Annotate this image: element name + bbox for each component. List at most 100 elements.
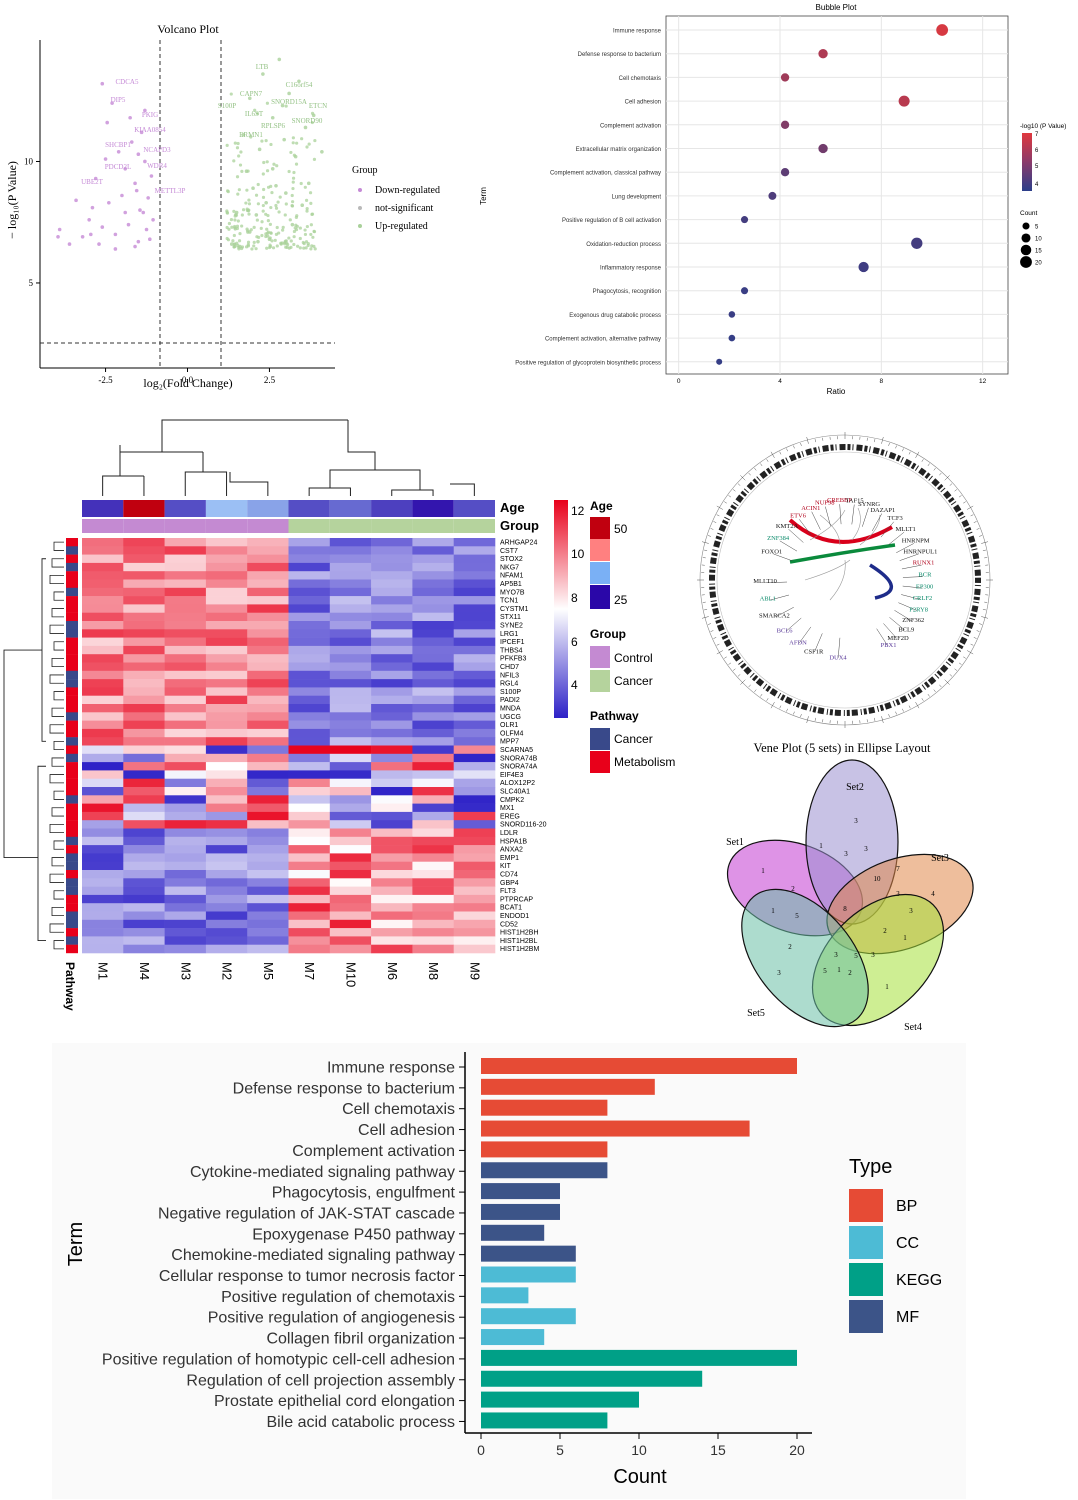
heatmap-cell bbox=[82, 612, 124, 622]
circos-gene-label: BCL6 bbox=[777, 627, 794, 634]
bar-legend-title: Type bbox=[849, 1156, 892, 1178]
heatmap-pathway-cell bbox=[66, 861, 78, 871]
group-legend-title: Group bbox=[590, 627, 626, 641]
heatmap-gene-label: STOX2 bbox=[500, 556, 523, 563]
venn-set-label: Set1 bbox=[726, 837, 744, 848]
volcano-point bbox=[298, 236, 302, 241]
volcano-point bbox=[144, 227, 149, 232]
heatmap-gene-label: UGCG bbox=[500, 714, 521, 721]
heatmap-cell bbox=[247, 853, 289, 862]
heatmap-cell bbox=[453, 853, 496, 862]
bar bbox=[481, 1141, 608, 1158]
circos-tick bbox=[793, 445, 795, 449]
heatmap-cell bbox=[247, 728, 289, 738]
volcano-point bbox=[302, 246, 306, 250]
heatmap-cell bbox=[247, 662, 289, 672]
volcano-point bbox=[129, 140, 134, 144]
heatmap-gene-label: OLR1 bbox=[500, 722, 518, 729]
volcano-xtick-label: 0.0 bbox=[182, 375, 194, 385]
heatmap-cell bbox=[453, 538, 496, 547]
volcano-point bbox=[133, 181, 137, 186]
venn-region-count: 2 bbox=[788, 943, 792, 951]
heatmap-color-scale bbox=[554, 500, 568, 718]
circos-gene-tick bbox=[896, 543, 914, 553]
volcano-point bbox=[287, 246, 291, 250]
heatmap-cell bbox=[288, 870, 331, 879]
bar-legend-swatch bbox=[849, 1300, 883, 1333]
volcano-point bbox=[260, 233, 264, 238]
volcano-point bbox=[296, 244, 300, 248]
volcano-point bbox=[89, 232, 93, 237]
bar-category-label: Positive regulation of chemotaxis bbox=[221, 1289, 455, 1306]
bubble-color-tick: 7 bbox=[1035, 132, 1039, 138]
heatmap-cell bbox=[412, 778, 454, 788]
heatmap-cell bbox=[371, 836, 413, 846]
bar-category-label: Negative regulation of JAK-STAT cascade bbox=[158, 1205, 455, 1222]
bar-xtick-label: 5 bbox=[556, 1442, 564, 1458]
volcano-point bbox=[277, 231, 281, 235]
heatmap-cell bbox=[164, 861, 207, 871]
heatmap-group-cell bbox=[453, 519, 495, 533]
heatmap-cell bbox=[412, 853, 454, 862]
heatmap-cell bbox=[205, 587, 248, 597]
legend-down-label: Down-regulated bbox=[375, 185, 440, 196]
heatmap-cell bbox=[205, 886, 248, 896]
volcano-gene-label-up: S100P bbox=[218, 102, 236, 110]
heatmap-cell bbox=[288, 612, 331, 622]
bar bbox=[481, 1162, 608, 1179]
heatmap-age-cell bbox=[288, 500, 330, 517]
heatmap-cell bbox=[205, 629, 248, 638]
heatmap-cell bbox=[288, 645, 331, 655]
heatmap-cell bbox=[123, 828, 165, 838]
heatmap-cell bbox=[247, 811, 289, 821]
heatmap-cell bbox=[412, 753, 454, 763]
circos-gene-tick bbox=[871, 513, 883, 532]
circos-tick bbox=[949, 483, 953, 486]
volcano-point bbox=[240, 224, 244, 228]
bubble-point bbox=[911, 237, 923, 249]
volcano-ytick-label: 10 bbox=[24, 156, 34, 166]
volcano-point bbox=[300, 203, 305, 208]
heatmap-cell bbox=[288, 704, 331, 713]
venn-region-count: 3 bbox=[777, 969, 781, 977]
volcano-point bbox=[287, 236, 291, 240]
circos-tick bbox=[806, 716, 809, 724]
heatmap-cell bbox=[453, 795, 496, 804]
bar bbox=[481, 1349, 797, 1366]
heatmap-cell bbox=[329, 886, 372, 896]
heatmap-cell bbox=[371, 645, 413, 655]
volcano-gene-label-down: SHCBP1 bbox=[105, 141, 131, 149]
volcano-point bbox=[313, 247, 317, 251]
volcano-point bbox=[274, 183, 278, 188]
age-swatch-2 bbox=[590, 539, 610, 561]
heatmap-cell bbox=[164, 604, 207, 613]
volcano-point bbox=[303, 185, 307, 189]
bar-category-label: Phagocytosis, engulfment bbox=[272, 1185, 456, 1202]
heatmap-cell bbox=[82, 728, 124, 738]
volcano-point bbox=[254, 247, 258, 251]
volcano-point bbox=[277, 210, 281, 214]
circos-tick bbox=[949, 674, 953, 677]
heatmap-cell bbox=[329, 936, 372, 945]
heatmap-cell bbox=[288, 770, 331, 779]
volcano-point bbox=[288, 218, 292, 222]
volcano-point bbox=[136, 152, 141, 156]
circos-tick bbox=[979, 535, 983, 537]
heatmap-cell bbox=[288, 728, 331, 738]
heatmap-cell bbox=[453, 737, 496, 746]
heatmap-age-cell bbox=[412, 500, 454, 517]
volcano-point bbox=[233, 227, 237, 231]
heatmap-cell bbox=[82, 811, 124, 821]
volcano-point bbox=[265, 101, 270, 105]
heatmap-cell bbox=[453, 828, 496, 838]
bubble-size-label: 10 bbox=[1035, 237, 1042, 243]
volcano-point bbox=[226, 238, 231, 242]
bubble-term-label: Exogenous drug catabolic process bbox=[569, 313, 661, 319]
volcano-plot: Volcano Plot -2.5 0.0 2.5 5 10 CDCA5 DIP5 PKIG… bbox=[5, 22, 440, 390]
circos-gene-tick bbox=[876, 628, 888, 646]
circos-tick bbox=[710, 630, 714, 632]
volcano-point bbox=[143, 159, 147, 164]
circos-tick bbox=[921, 459, 924, 462]
volcano-point bbox=[284, 104, 288, 108]
heatmap-cell bbox=[205, 803, 248, 813]
